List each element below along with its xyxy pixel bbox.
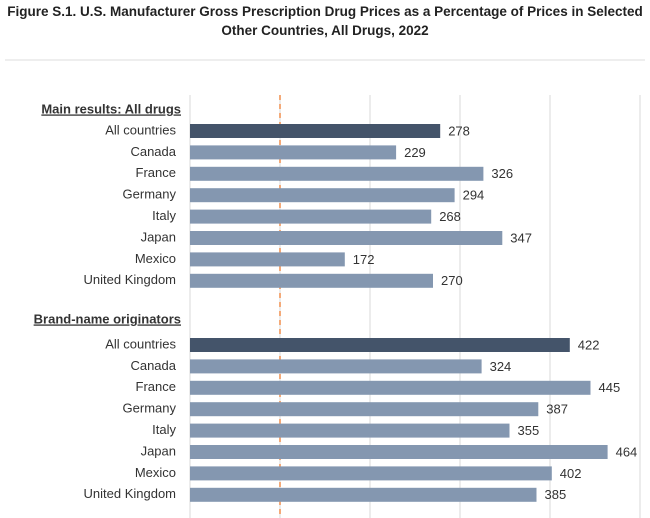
bar (190, 359, 482, 374)
y-tick-label: Mexico (135, 251, 176, 266)
bar (190, 188, 455, 203)
chart-title: Figure S.1. U.S. Manufacturer Gross Pres… (7, 4, 643, 38)
value-label: 422 (578, 337, 600, 352)
value-label: 326 (491, 166, 513, 181)
bar (190, 445, 608, 459)
bar (190, 273, 433, 288)
value-label: 229 (404, 145, 426, 160)
value-label: 270 (441, 273, 463, 288)
bar (190, 423, 510, 438)
y-tick-label: Canada (130, 144, 176, 159)
y-tick-label: Canada (130, 358, 176, 373)
value-label: 445 (599, 380, 621, 395)
bar (190, 338, 570, 352)
y-tick-label: France (136, 379, 176, 394)
y-tick-label: Germany (123, 401, 177, 416)
value-label: 402 (560, 466, 582, 481)
y-tick-label: Japan (141, 443, 176, 458)
bar (190, 145, 397, 160)
value-label: 324 (490, 359, 512, 374)
bar (190, 124, 441, 138)
bar (190, 466, 552, 481)
value-label: 355 (518, 423, 540, 438)
y-tick-label: All countries (105, 122, 176, 137)
value-label: 387 (546, 402, 568, 417)
bar (190, 209, 432, 224)
y-tick-label: Mexico (135, 465, 176, 480)
y-tick-label: France (136, 165, 176, 180)
bar (190, 402, 539, 417)
y-tick-label: Japan (141, 229, 176, 244)
bar (190, 231, 503, 245)
bar (190, 380, 591, 395)
value-label: 385 (545, 487, 567, 502)
y-tick-label: United Kingdom (84, 486, 177, 501)
value-label: 294 (463, 188, 485, 203)
y-tick-label: Italy (152, 422, 176, 437)
value-label: 347 (510, 230, 532, 245)
bar (190, 487, 537, 502)
value-label: 172 (353, 252, 375, 267)
group-label: Main results: All drugs (41, 101, 181, 116)
y-tick-label: United Kingdom (84, 272, 177, 287)
value-label: 464 (616, 444, 638, 459)
bar (190, 252, 345, 267)
value-label: 268 (439, 209, 461, 224)
y-tick-label: Germany (123, 187, 177, 202)
bar (190, 166, 484, 181)
y-tick-label: All countries (105, 336, 176, 351)
y-tick-label: Italy (152, 208, 176, 223)
value-label: 278 (448, 123, 470, 138)
group-label: Brand-name originators (34, 311, 181, 326)
